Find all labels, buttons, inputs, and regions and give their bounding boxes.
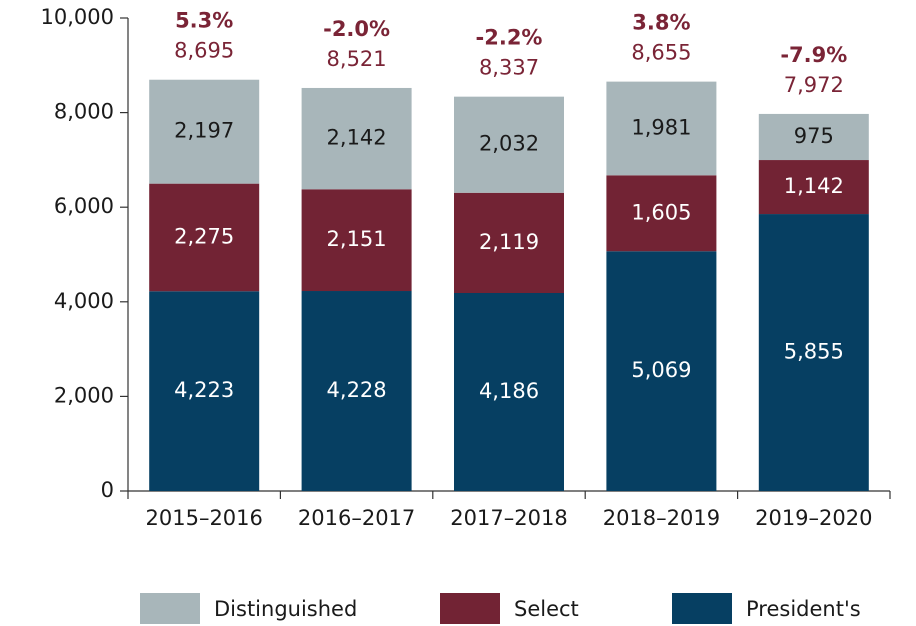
bar-segment	[606, 251, 717, 491]
legend-label: President's	[746, 597, 861, 621]
segment-label: 4,223	[174, 378, 234, 402]
y-tick-label: 2,000	[54, 383, 114, 407]
bar-segment	[149, 79, 260, 184]
segment-label: 2,197	[174, 119, 234, 143]
x-tick-label: 2018–2019	[603, 506, 720, 530]
y-tick-label: 4,000	[54, 289, 114, 313]
total-label: 8,337	[479, 56, 539, 80]
bar-segment	[301, 189, 412, 292]
segment-label: 2,151	[327, 227, 387, 251]
bar-segment	[454, 192, 564, 294]
y-tick-label: 8,000	[54, 100, 114, 124]
segment-label: 2,142	[327, 126, 387, 150]
legend-swatch	[440, 593, 500, 624]
y-tick-label: 0	[101, 478, 114, 502]
bar-segment	[758, 160, 869, 215]
total-label: 7,972	[784, 73, 844, 97]
change-label: -7.9%	[780, 43, 847, 67]
segment-label: 4,186	[479, 379, 539, 403]
bar-segment	[149, 183, 260, 292]
bar-segment	[301, 87, 412, 190]
change-label: -2.2%	[476, 26, 543, 50]
legend-swatch	[140, 593, 200, 624]
segment-label: 2,032	[479, 132, 539, 156]
total-label: 8,521	[327, 47, 387, 71]
segment-label: 1,605	[631, 200, 691, 224]
legend-swatch	[672, 593, 732, 624]
segment-label: 5,069	[631, 358, 691, 382]
x-tick-label: 2016–2017	[298, 506, 415, 530]
segment-label: 1,981	[631, 115, 691, 139]
bar-segment	[758, 113, 869, 161]
legend-label: Select	[514, 597, 579, 621]
change-label: 5.3%	[175, 9, 233, 33]
segment-label: 4,228	[327, 378, 387, 402]
segment-label: 5,855	[784, 340, 844, 364]
total-label: 8,655	[631, 41, 691, 65]
segment-label: 975	[794, 124, 834, 148]
bar-segment	[149, 291, 260, 491]
segment-label: 2,119	[479, 230, 539, 254]
legend-label: Distinguished	[214, 597, 357, 621]
total-label: 8,695	[174, 39, 234, 63]
bar-segment	[606, 81, 717, 176]
change-label: -2.0%	[323, 17, 390, 41]
bar-segment	[454, 293, 564, 491]
change-label: 3.8%	[632, 11, 690, 35]
bar-segment	[758, 214, 869, 491]
bar-segment	[606, 175, 717, 252]
segment-label: 2,275	[174, 224, 234, 248]
x-tick-label: 2019–2020	[755, 506, 872, 530]
y-tick-label: 10,000	[41, 5, 114, 29]
bar-segment	[454, 96, 564, 193]
bar-segment	[301, 291, 412, 491]
y-tick-label: 6,000	[54, 194, 114, 218]
segment-label: 1,142	[784, 174, 844, 198]
x-tick-label: 2017–2018	[450, 506, 567, 530]
x-tick-label: 2015–2016	[146, 506, 263, 530]
